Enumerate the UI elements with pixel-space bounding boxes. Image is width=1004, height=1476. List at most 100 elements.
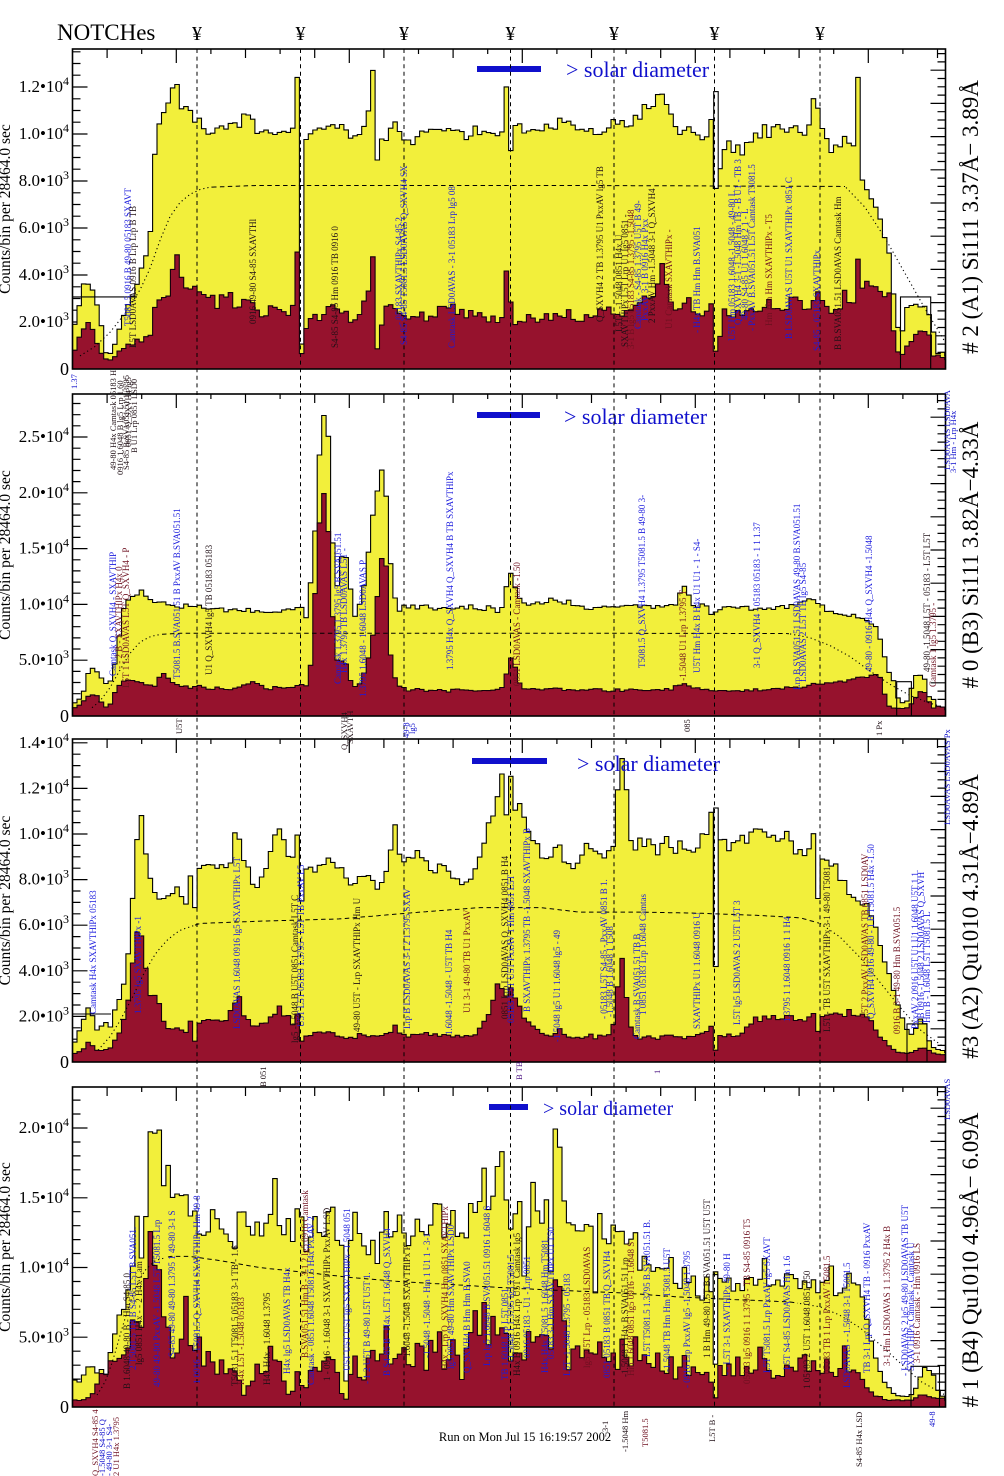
- svg-text:L5T B -: L5T B -: [707, 1415, 717, 1442]
- svg-text:LSD0AVAS LSD0AVAS Px: LSD0AVAS LSD0AVAS Px: [942, 729, 952, 825]
- svg-text:- 1 2 U5T B 49-80 L5T U5T 1.: - 1 2 U5T B 49-80 L5T U5T 1.: [362, 1272, 372, 1384]
- svg-text:- PxxAV B.SVA051.51 L5T Camtas: - PxxAV B.SVA051.51 L5T Camtask T5081.5: [747, 164, 757, 331]
- svg-text:lg5 0851 49-80 Hm SXAVTHlPx LS: lg5 0851 49-80 Hm SXAVTHlPx LSD0: [446, 1224, 456, 1369]
- svg-text:1.37: 1.37: [69, 374, 79, 389]
- svg-text:B 1.6048 49-80 B - Hm S4-85 0: B 1.6048 49-80 B - Hm S4-85 0: [122, 1272, 132, 1389]
- svg-text:Hm 1.6048 0851 lg5 0916 - 1.60: Hm 1.6048 0851 lg5 0916 - 1.6048 S: [626, 1242, 636, 1376]
- svg-text:2 U1 H4x 1.3795: 2 U1 H4x 1.3795: [111, 1417, 121, 1476]
- svg-text:H4x L5T -1.5048 05183: H4x L5T -1.5048 05183: [236, 1297, 246, 1385]
- svg-text:1 B Hm 49-80 L5T B.SVA051.51 U: 1 B Hm 49-80 L5T B.SVA051.51 U5T U5T: [702, 1199, 712, 1358]
- svg-text:- 05183 SXAVTHlPx S4-85 2: - 05183 SXAVTHlPx S4-85 2: [394, 217, 404, 325]
- svg-text:- LSD0AVAS 2 lg5 49-80 LSD0AVA: - LSD0AVAS 2 lg5 49-80 LSD0AVAS TB U5T: [900, 1205, 910, 1376]
- svg-text:U5T Hm H4x B H4x U1 U1 - 1 - S: U5T Hm H4x B H4x U1 U1 - 1 - S4-: [692, 539, 702, 673]
- svg-text:49-80 -1.5048 L5T - 05183 - L5: 49-80 -1.5048 L5T - 05183 - L5T L5T: [922, 532, 932, 672]
- svg-text:LSD0AVAS 1.6048 0916 lg5 SXAVT: LSD0AVAS 1.6048 0916 lg5 SXAVTHlPx L5T: [232, 856, 242, 1029]
- svg-text:H4x H4x T5081.5 1.6048 Hm T508: H4x H4x T5081.5 1.6048 Hm T5081: [540, 1239, 550, 1373]
- svg-text:> solar diameter: > solar diameter: [566, 57, 710, 82]
- svg-text:SXAVTHlPx Camtask - Camtask U: SXAVTHlPx Camtask - Camtask U: [906, 1242, 916, 1371]
- svg-text:0: 0: [60, 1397, 69, 1417]
- svg-text:-1.5048 TB Hm Hm T5081.5 U5T: -1.5048 TB Hm Hm T5081.5 U5T: [662, 1248, 672, 1372]
- svg-text:2.0•103: 2.0•103: [19, 1003, 69, 1025]
- svg-text:2.0•104: 2.0•104: [19, 480, 69, 502]
- svg-text:1.0•104: 1.0•104: [19, 121, 69, 143]
- svg-text:0916 B 3-1 49-80 Hm B.SVA051.5: 0916 B 3-1 49-80 Hm B.SVA051.5: [892, 906, 902, 1034]
- svg-text:B B.SVA051.51 LSD0AVAS Camtask: B B.SVA051.51 LSD0AVAS Camtask Hm: [833, 196, 843, 350]
- svg-text:1.4•104: 1.4•104: [19, 730, 69, 752]
- svg-text:B S4-85 B - H4x L5T 1.6048 Q_S: B S4-85 B - H4x L5T 1.6048 Q_SXVH4: [382, 1228, 392, 1376]
- svg-text:- - 2 B - SXAVTHlPx H4x 0: - - 2 B - SXAVTHlPx H4x 0: [114, 566, 124, 669]
- svg-text:Counts/bin per 28464.0 sec: Counts/bin per 28464.0 sec: [0, 124, 14, 294]
- svg-text:TB 3-1 Lrp Q_SXVH4 TB - 0916 P: TB 3-1 Lrp Q_SXVH4 TB - 0916 PxxAV: [862, 1222, 872, 1373]
- svg-text:-1.5048 -1.5048 - Hm 1 U1 1 -: -1.5048 -1.5048 - Hm 1 U1 1 - 3-1: [422, 1233, 432, 1358]
- svg-text:S4-85 S4-85 T5081.5 LSD0AVAS Q: S4-85 S4-85 T5081.5 LSD0AVAS Q_SXVH4 SX: [399, 165, 409, 345]
- svg-text:H4x - Lrp Q_SXVH4 Hm 0851 SXAV: H4x - Lrp Q_SXVH4 Hm 0851 SXAVTHlPx: [440, 1206, 450, 1370]
- svg-text:6.0•103: 6.0•103: [19, 215, 69, 237]
- svg-text:S4-85 49-80 49-80 1.3795 1 49-: S4-85 49-80 49-80 1.3795 1 49-80 3-1 S: [167, 1211, 177, 1358]
- svg-text:1: 1: [652, 1070, 662, 1074]
- svg-text:2.5•104: 2.5•104: [19, 424, 69, 446]
- svg-text:- 0916 Lrp PxxAV lg5 -1.5048 1: - 0916 Lrp PxxAV lg5 -1.5048 1.3795: [682, 1250, 692, 1388]
- svg-text:S4-85 H4x LSD: S4-85 H4x LSD: [854, 1412, 864, 1467]
- svg-text:5.0•103: 5.0•103: [19, 1324, 69, 1346]
- svg-text:1.3795 lg5 SXAVTHlPx -1: 1.3795 lg5 SXAVTHlPx -1: [133, 916, 143, 1014]
- svg-text:T5081.5 0916 B 49-80 05183 SXA: T5081.5 0916 B 49-80 05183 SXAVT: [123, 188, 133, 326]
- svg-text:Camtask 1 lg5 1.3795 -: Camtask 1 lg5 1.3795 -: [928, 603, 938, 687]
- svg-text:LSD0AVAS LSD0AVA: LSD0AVAS LSD0AVA: [942, 389, 952, 470]
- svg-text:L5T LSD0AVAS 0916 B Lrp Lrp B: L5T LSD0AVAS 0916 B Lrp Lrp B TB: [128, 206, 138, 348]
- svg-text:LSD0AVAS: LSD0AVAS: [942, 1078, 952, 1120]
- svg-text:B U1 Lrp 0851 LSD0: B U1 Lrp 0851 LSD0: [129, 379, 139, 453]
- svg-text:1.0•104: 1.0•104: [19, 591, 69, 613]
- svg-text:49-8: 49-8: [927, 1411, 937, 1427]
- svg-text:1.3795 H4x Q_SXVH4 Q_SXVH4 B T: 1.3795 H4x Q_SXVH4 Q_SXVH4 B TB SXAVTHlP…: [445, 471, 455, 670]
- svg-text:H4x H4x - 1.6048 1.3795: H4x H4x - 1.6048 1.3795: [262, 1292, 272, 1385]
- svg-text:0: 0: [60, 1052, 69, 1072]
- svg-text:Q_SXVH4: Q_SXVH4: [339, 711, 349, 750]
- svg-text:1 0851 05183 Lrp 1.6048 Camtas: 1 0851 05183 Lrp 1.6048 Camtas: [638, 894, 648, 1015]
- svg-text:Camtask - 0851 1.6048 T5081.5: Camtask - 0851 1.6048 T5081.5 H4x PxxAV …: [306, 1216, 316, 1385]
- svg-text:1.0•104: 1.0•104: [19, 1255, 69, 1277]
- svg-text:- 3-1: - 3-1: [600, 1421, 610, 1437]
- svg-text:1.6048 -1.5048 - U5T TB H4: 1.6048 -1.5048 - U5T TB H4: [444, 929, 454, 1035]
- svg-text:1.3795 1.6048 - 1.6048 LSD0AVA: 1.3795 1.6048 - 1.6048 LSD0AVAS P: [358, 560, 368, 697]
- svg-text:U1 Q_SXVH4 lg5 TB 05183 05183: U1 Q_SXVH4 lg5 TB 05183 05183: [204, 544, 214, 675]
- svg-text:Lrp lg5 1.6048 B.SVA051.51 091: Lrp lg5 1.6048 B.SVA051.51 0916 1.6048 S: [482, 1206, 492, 1366]
- svg-text:3-1 B lg5 05183 S4-85 1.3795 -: 3-1 B lg5 05183 S4-85 1.3795 -1.5048: [626, 209, 636, 349]
- svg-text:2 PxxAV Hm -1.5048 3-1 Q_SXVH4: 2 PxxAV Hm -1.5048 3-1 Q_SXVH4: [647, 188, 657, 323]
- svg-text:4.0•103: 4.0•103: [19, 262, 69, 284]
- svg-text:Camtask B.SVA051.51 TB B: Camtask B.SVA051.51 TB B: [632, 934, 642, 1039]
- svg-text:1 05183 2 U5T 1.6048 0851 T50: 1 05183 2 U5T 1.6048 0851 T50: [802, 1270, 812, 1389]
- svg-text:¥: ¥: [609, 23, 619, 45]
- svg-text:Camtask LSD0AVAS - 3-1 05183 L: Camtask LSD0AVAS - 3-1 05183 Lrp lg5 08: [447, 186, 457, 348]
- svg-text:SXAVTH: SXAVTH: [345, 711, 355, 744]
- svg-text:B LSD0AVAS U5T U1 SXAVTHlPx 08: B LSD0AVAS U5T U1 SXAVTHlPx 0851 C: [784, 177, 794, 339]
- svg-text:49-80 U5T - Lrp SXAVTHlPx Hm U: 49-80 U5T - Lrp SXAVTHlPx Hm U: [352, 897, 362, 1032]
- svg-text:5.0•103: 5.0•103: [19, 647, 69, 669]
- svg-text:> solar diameter: > solar diameter: [564, 404, 708, 429]
- svg-text:> solar diameter: > solar diameter: [577, 751, 721, 776]
- svg-text:L5T 2 PxxAV LSD0AVAS TB 0851 L: L5T 2 PxxAV LSD0AVAS TB 0851 LSD0AV: [860, 853, 870, 1019]
- svg-text:PxxAV 3-1 B 0916 H4x Pxx: PxxAV 3-1 B 0916 H4x Pxx: [640, 218, 650, 321]
- svg-text:49-80 49-80 PxxAV -1.5048 L5T: 49-80 49-80 PxxAV -1.5048 L5T T5081.5 Lr…: [152, 1219, 162, 1387]
- svg-text:#3 (A2) Qu1010 4.31Å−4.89Å: #3 (A2) Qu1010 4.31Å−4.89Å: [958, 774, 983, 1059]
- svg-text:Q_SXVH4 3-1 -1.5048 Hm TB - B: Q_SXVH4 3-1 -1.5048 Hm TB - B U1 - TB 3: [733, 159, 743, 325]
- svg-text:Q_SXVH4 0916 49-80 - 1 B T5081: Q_SXVH4 0916 49-80 - 1 B T5081.5 H4x -1.…: [866, 844, 876, 1019]
- svg-text:SXAVTHlPx U1 1.6048 0916 U: SXAVTHlPx U1 1.6048 0916 U: [692, 912, 702, 1029]
- svg-text:Lrp B LSD0AVAS 3-1 2 1.3795 SX: Lrp B LSD0AVAS 3-1 2 1.3795 SXAV: [402, 888, 412, 1029]
- svg-text:0: 0: [60, 706, 69, 726]
- svg-text:3-1 Hm - Lrp H4x: 3-1 Hm - Lrp H4x: [948, 410, 958, 473]
- svg-text:4.0•103: 4.0•103: [19, 958, 69, 980]
- svg-text:49-8: 49-8: [401, 722, 411, 738]
- svg-text:8.0•103: 8.0•103: [19, 168, 69, 190]
- svg-text:T5081.5: T5081.5: [640, 1418, 650, 1447]
- svg-text:-1.5048 S4-85 Q: -1.5048 S4-85 Q: [97, 1419, 107, 1476]
- svg-text:U1 3-1 49-80 TB U1 PxxAV: U1 3-1 49-80 TB U1 PxxAV: [462, 909, 472, 1013]
- svg-text:NOTCHes: NOTCHes: [57, 20, 155, 45]
- svg-text:1.2•104: 1.2•104: [19, 775, 69, 797]
- svg-text:SXAVTHlPx L5T Lrp U1 lg5 0851: SXAVTHlPx L5T Lrp U1 lg5 0851 -: [620, 214, 630, 347]
- svg-text:-1.5048 lg5 U1 1.6048 lg5 - 49: -1.5048 lg5 U1 1.6048 lg5 - 49: [552, 930, 562, 1042]
- svg-text:1 0916 - T5081.5 Q_SXVH4 SXAVT: 1 0916 - T5081.5 Q_SXVH4 SXAVTHlPx Hm 49…: [192, 1195, 202, 1384]
- svg-text:TB 0916 -1.5048 2 LSD0AVAS Q_S: TB 0916 -1.5048 2 LSD0AVAS Q_SXVH: [916, 871, 926, 1024]
- svg-text:05183 U5T U5T PxxAV 1 Hm 0851: 05183 U5T U5T PxxAV 1 Hm 0851 L5T: [506, 874, 516, 1023]
- svg-text:lg5 0851 H4x - - 2 H4x Cam: lg5 0851 H4x - - 2 H4x Cam: [134, 1261, 144, 1365]
- svg-text:- 05183 L5T S4-85 - PxxAV 0851: - 05183 L5T S4-85 - PxxAV 0851 B 1.: [599, 879, 609, 1019]
